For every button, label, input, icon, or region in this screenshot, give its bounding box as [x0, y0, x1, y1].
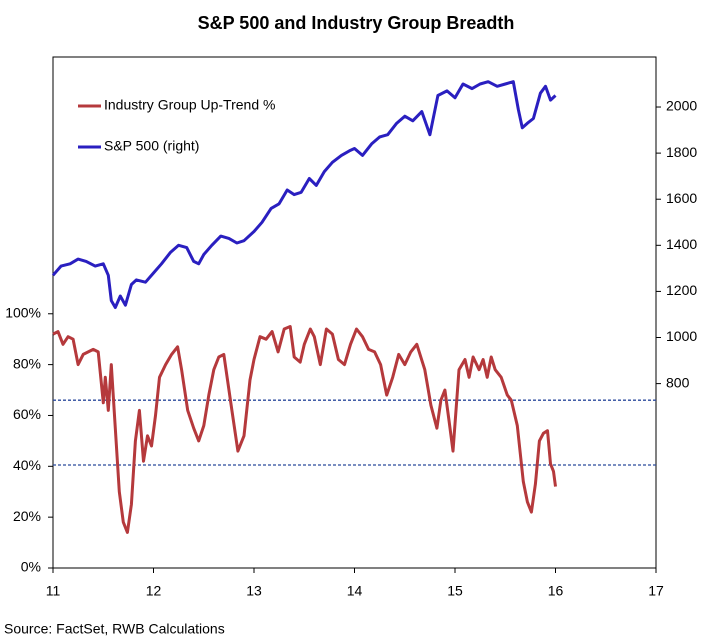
y-tick-label: 80% [13, 355, 41, 371]
y2-tick-label: 1000 [666, 328, 697, 344]
y2-tick-label: 1600 [666, 190, 697, 206]
y2-tick-label: 1800 [666, 144, 697, 160]
series-line [52, 325, 557, 534]
y-tick-label: 0% [21, 559, 41, 575]
plot-frame [52, 56, 657, 569]
y2-tick-label: 1200 [666, 282, 697, 298]
x-tick-label: 15 [447, 583, 463, 599]
x-tick-label: 11 [46, 583, 61, 599]
y2-tick-label: 1400 [666, 236, 697, 252]
y-tick-label: 20% [13, 508, 41, 524]
source-note: Source: FactSet, RWB Calculations [4, 621, 225, 637]
legend-label: S&P 500 (right) [104, 138, 199, 154]
y2-tick-label: 800 [666, 374, 690, 390]
x-tick-label: 12 [146, 583, 162, 599]
legend-label: Industry Group Up-Trend % [104, 97, 275, 113]
x-tick-label: 14 [347, 583, 363, 599]
x-tick-label: 13 [246, 583, 262, 599]
chart-title: S&P 500 and Industry Group Breadth [198, 13, 515, 33]
y2-tick-label: 2000 [666, 98, 697, 114]
x-tick-label: 17 [648, 583, 664, 599]
y-tick-label: 40% [13, 457, 41, 473]
y-tick-label: 60% [13, 406, 41, 422]
x-tick-label: 16 [548, 583, 564, 599]
y-tick-label: 100% [5, 304, 41, 320]
series-line [51, 80, 557, 309]
